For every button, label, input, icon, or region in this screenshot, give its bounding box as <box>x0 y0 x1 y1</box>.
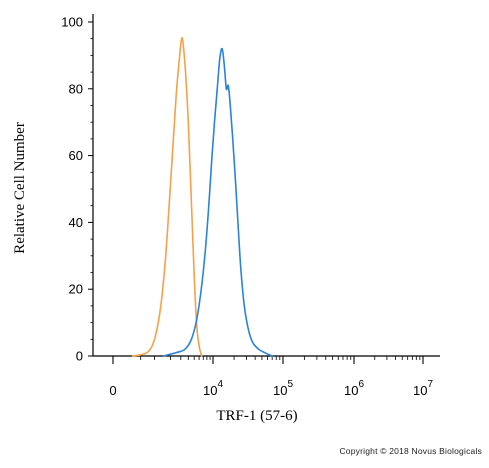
y-axis-label: Relative Cell Number <box>12 122 28 254</box>
y-tick-label: 0 <box>76 349 83 364</box>
y-tick-label: 40 <box>69 215 83 230</box>
x-tick-label: 105 <box>273 379 293 398</box>
y-tick-label: 80 <box>69 81 83 96</box>
y-axis: 0 20 40 60 80 100 <box>61 14 94 364</box>
series-line-stained <box>162 47 273 357</box>
x-axis-label: TRF-1 (57-6) <box>216 408 297 424</box>
x-tick-label: 0 <box>109 383 116 398</box>
series-line-control <box>131 36 203 357</box>
copyright-notice: Copyright © 2018 Novus Biologicals <box>339 446 482 456</box>
y-tick-label: 60 <box>69 148 83 163</box>
x-tick-label: 106 <box>344 379 364 398</box>
x-tick-label: 107 <box>413 379 433 398</box>
x-tick-label: 104 <box>203 379 223 398</box>
x-axis: 0 104 105 106 107 <box>93 355 440 398</box>
y-tick-label: 100 <box>61 15 83 30</box>
series-layer <box>131 36 273 357</box>
y-tick-label: 20 <box>69 282 83 297</box>
